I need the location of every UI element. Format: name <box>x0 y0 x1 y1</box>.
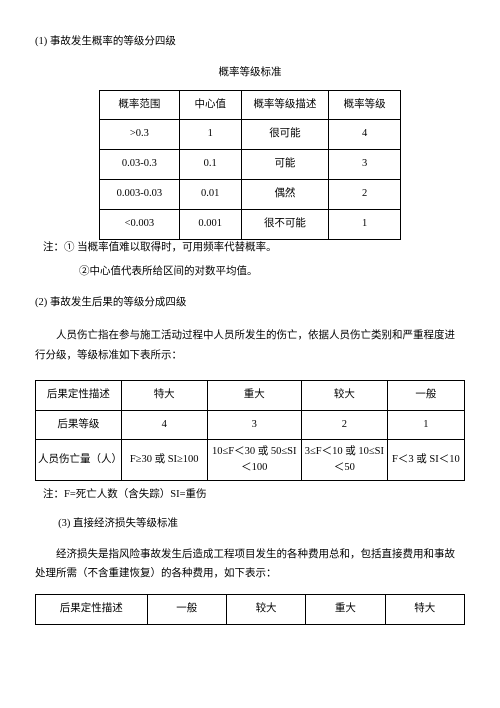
cell: 10≤F＜30 或 50≤SI＜100 <box>207 440 301 481</box>
economic-loss-table: 后果定性描述 一般 较大 重大 特大 <box>35 594 465 625</box>
table-1-title: 概率等级标准 <box>35 65 465 82</box>
cell: 4 <box>329 120 401 150</box>
col-header: 重大 <box>306 595 385 625</box>
row-label: 人员伤亡量（人） <box>36 440 122 481</box>
cell: 1 <box>387 410 464 440</box>
cell: 很不可能 <box>241 209 329 239</box>
table-row: 后果等级 4 3 2 1 <box>36 410 465 440</box>
cell: 0.01 <box>179 179 241 209</box>
casualty-note: 注：F=死亡人数（含失踪）SI=重伤 <box>35 487 465 504</box>
col-header: 中心值 <box>179 90 241 120</box>
cell: 3 <box>329 150 401 180</box>
note-1: 注：① 当概率值难以取得时，可用频率代替概率。 <box>35 240 465 257</box>
cell: 3≤F＜10 或 10≤SI＜50 <box>301 440 387 481</box>
col-header: 概率等级 <box>329 90 401 120</box>
col-header: 特大 <box>385 595 464 625</box>
table-row: >0.3 1 很可能 4 <box>100 120 401 150</box>
probability-table: 概率范围 中心值 概率等级描述 概率等级 >0.3 1 很可能 4 0.03-0… <box>99 90 401 240</box>
col-header: 一般 <box>387 380 464 410</box>
cell: F＜3 或 SI＜10 <box>387 440 464 481</box>
table-row: 0.03-0.3 0.1 可能 3 <box>100 150 401 180</box>
col-header: 概率范围 <box>100 90 180 120</box>
notes-block: 注：① 当概率值难以取得时，可用频率代替概率。 ②中心值代表所给区间的对数平均值… <box>35 240 465 282</box>
table-row: 人员伤亡量（人） F≥30 或 SI≥100 10≤F＜30 或 50≤SI＜1… <box>36 440 465 481</box>
cell: 3 <box>207 410 301 440</box>
cell: <0.003 <box>100 209 180 239</box>
col-header: 重大 <box>207 380 301 410</box>
cell: 0.03-0.3 <box>100 150 180 180</box>
table-row: <0.003 0.001 很不可能 1 <box>100 209 401 239</box>
cell: >0.3 <box>100 120 180 150</box>
col-header: 特大 <box>121 380 207 410</box>
col-header: 概率等级描述 <box>241 90 329 120</box>
table-row: 概率范围 中心值 概率等级描述 概率等级 <box>100 90 401 120</box>
cell: 0.001 <box>179 209 241 239</box>
cell: 可能 <box>241 150 329 180</box>
casualty-table: 后果定性描述 特大 重大 较大 一般 后果等级 4 3 2 1 人员伤亡量（人）… <box>35 380 465 481</box>
section-1-heading: (1) 事故发生概率的等级分四级 <box>35 34 465 51</box>
cell: 0.003-0.03 <box>100 179 180 209</box>
section-3-paragraph-text: 经济损失是指风险事故发生后造成工程项目发生的各种费用总和，包括直接费用和事故处理… <box>35 545 465 585</box>
cell: 2 <box>301 410 387 440</box>
cell: 4 <box>121 410 207 440</box>
table-row: 后果定性描述 特大 重大 较大 一般 <box>36 380 465 410</box>
note-2: ②中心值代表所给区间的对数平均值。 <box>35 264 465 281</box>
cell: 1 <box>179 120 241 150</box>
cell: 0.1 <box>179 150 241 180</box>
row-label: 后果等级 <box>36 410 122 440</box>
section-3-heading: (3) 直接经济损失等级标准 <box>35 516 465 533</box>
col-header: 后果定性描述 <box>36 380 122 410</box>
cell: 1 <box>329 209 401 239</box>
col-header: 较大 <box>301 380 387 410</box>
cell: 2 <box>329 179 401 209</box>
col-header: 后果定性描述 <box>36 595 148 625</box>
cell: 很可能 <box>241 120 329 150</box>
section-3-paragraph: 经济损失是指风险事故发生后造成工程项目发生的各种费用总和，包括直接费用和事故处理… <box>35 545 465 585</box>
section-2-heading: (2) 事故发生后果的等级分成四级 <box>35 295 465 312</box>
col-header: 一般 <box>147 595 226 625</box>
cell: 偶然 <box>241 179 329 209</box>
section-2-paragraph: 人员伤亡指在参与施工活动过程中人员所发生的伤亡，依据人员伤亡类别和严重程度进行分… <box>35 326 465 366</box>
col-header: 较大 <box>226 595 305 625</box>
cell: F≥30 或 SI≥100 <box>121 440 207 481</box>
table-row: 后果定性描述 一般 较大 重大 特大 <box>36 595 465 625</box>
table-row: 0.003-0.03 0.01 偶然 2 <box>100 179 401 209</box>
